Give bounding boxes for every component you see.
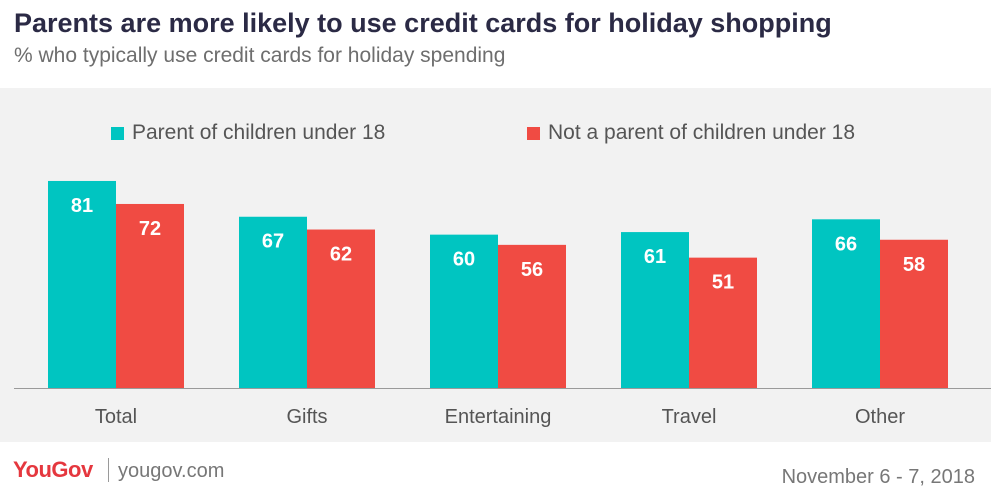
chart-header: Parents are more likely to use credit ca…: [0, 0, 991, 88]
x-tick-label-other: Other: [855, 406, 905, 428]
chart-title: Parents are more likely to use credit ca…: [14, 8, 832, 38]
data-label-travel-series-0: 61: [644, 246, 666, 268]
footer-divider: [108, 458, 109, 482]
bar-other-series-1: [880, 239, 948, 388]
yougov-logo: YouGov: [13, 457, 93, 482]
legend-item-not-parent: Not a parent of children under 18: [527, 120, 855, 146]
data-label-travel-series-1: 51: [712, 272, 734, 294]
data-label-other-series-1: 58: [903, 254, 925, 276]
legend-swatch-parent: [111, 126, 124, 140]
data-label-gifts-series-0: 67: [262, 231, 284, 253]
data-label-total-series-0: 81: [71, 195, 93, 217]
bar-travel-series-0: [621, 232, 689, 388]
bar-gifts-series-1: [307, 229, 375, 388]
bar-total-series-1: [116, 203, 184, 388]
bar-travel-series-1: [689, 257, 757, 388]
x-tick-label-gifts: Gifts: [286, 406, 327, 428]
data-label-gifts-series-1: 62: [330, 244, 352, 266]
bar-total-series-0: [48, 180, 116, 388]
bar-entertaining-series-1: [498, 244, 566, 388]
legend-swatch-not-parent: [527, 126, 540, 140]
data-label-entertaining-series-1: 56: [521, 259, 543, 281]
x-tick-label-entertaining: Entertaining: [445, 406, 552, 428]
data-label-entertaining-series-0: 60: [453, 249, 475, 271]
legend-label-parent: Parent of children under 18: [132, 121, 386, 144]
bar-gifts-series-0: [239, 216, 307, 388]
legend-label-not-parent: Not a parent of children under 18: [548, 121, 856, 144]
bar-entertaining-series-0: [430, 234, 498, 388]
legend-item-parent: Parent of children under 18: [111, 120, 385, 146]
bar-other-series-0: [812, 219, 880, 388]
data-label-total-series-1: 72: [139, 218, 161, 240]
x-tick-label-total: Total: [95, 406, 137, 428]
footer-date: November 6 - 7, 2018: [781, 466, 975, 488]
footer-site-link[interactable]: yougov.com: [118, 460, 225, 482]
x-tick-label-travel: Travel: [662, 406, 717, 428]
data-label-other-series-0: 66: [835, 233, 857, 255]
chart-subtitle: % who typically use credit cards for hol…: [14, 44, 506, 67]
